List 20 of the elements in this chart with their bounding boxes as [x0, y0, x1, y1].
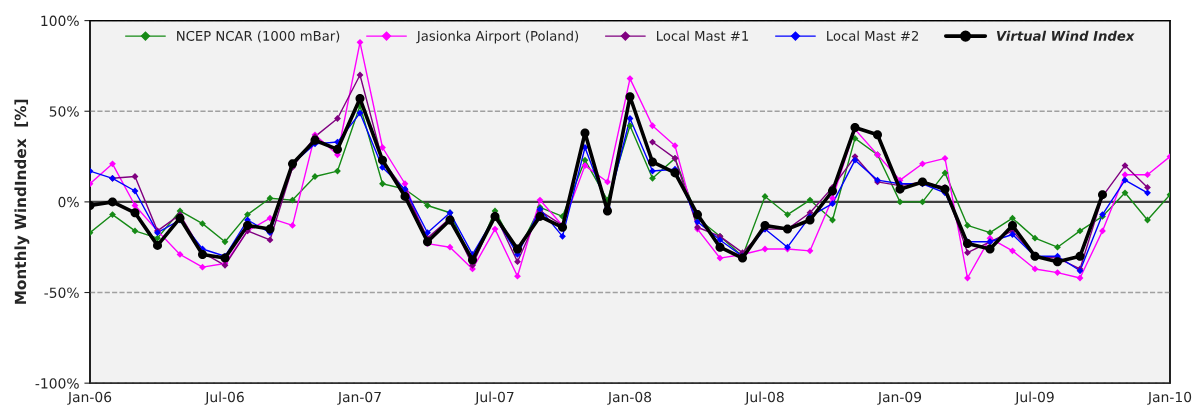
legend-label: Virtual Wind Index [996, 30, 1135, 41]
x-tick-label: Jan-08 [607, 391, 652, 405]
y-tick-label: 50% [49, 106, 79, 117]
legend-label: Jasionka Airport (Poland) [416, 30, 579, 44]
x-tick-label: Jan-09 [877, 391, 922, 405]
legend-label: Local Mast #1 [657, 30, 749, 41]
y-tick-label: -50% [44, 287, 79, 298]
x-tick-label: Jan-06 [67, 391, 112, 405]
y-tick-label: -100% [35, 378, 79, 389]
x-tick-label: Jan-10 [1147, 391, 1192, 405]
x-tick-label: Jan-07 [337, 391, 381, 405]
x-tick-label: Jul-08 [744, 391, 784, 405]
x-tick-label: Jul-06 [204, 391, 244, 405]
y-tick-label: 0% [58, 196, 79, 208]
y-tick-label: 100% [41, 15, 79, 27]
y-axis-title: Monthly WindIndex [%] [14, 99, 30, 304]
legend-label: Local Mast #2 [827, 30, 919, 41]
x-tick-label: Jul-09 [1014, 391, 1054, 405]
legend-label: NCEP NCAR (1000 mBar) [177, 30, 340, 43]
x-tick-label: Jul-07 [474, 391, 514, 405]
